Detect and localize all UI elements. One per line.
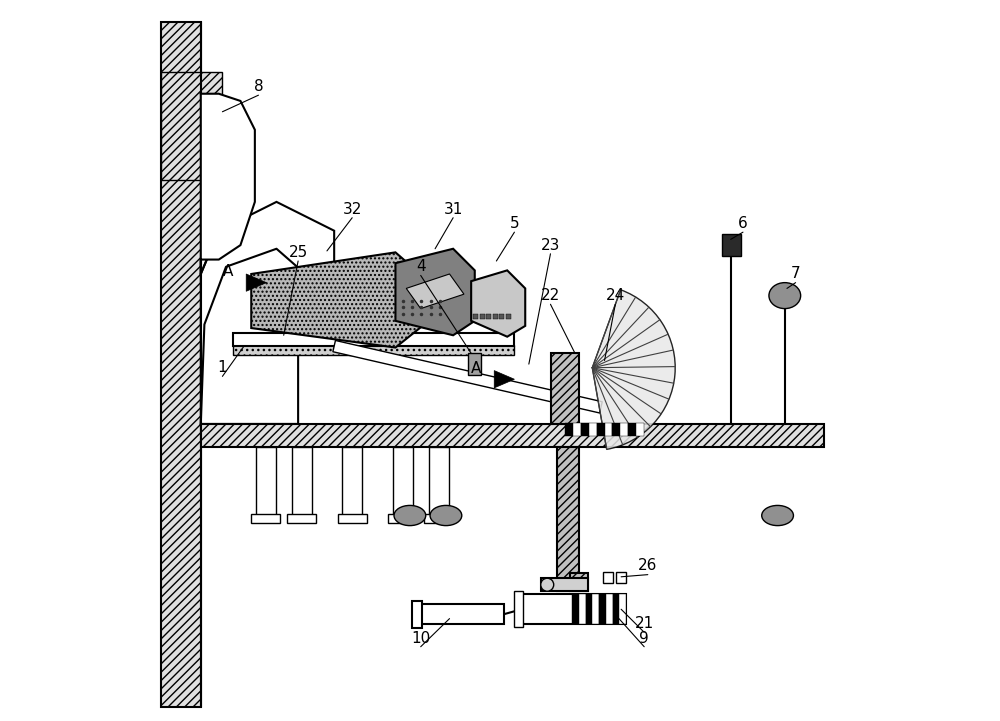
Bar	[620, 423, 628, 436]
Bar	[514, 591, 523, 627]
Bar	[161, 22, 201, 707]
Text: 7: 7	[791, 267, 800, 281]
Bar	[468, 353, 481, 375]
Bar	[201, 424, 824, 447]
Bar	[722, 234, 741, 256]
Bar	[589, 423, 597, 436]
Bar	[486, 314, 491, 319]
Text: 10: 10	[411, 631, 430, 645]
Text: 1: 1	[218, 360, 227, 375]
Text: 9: 9	[639, 631, 649, 645]
Bar	[579, 594, 586, 624]
Polygon shape	[471, 270, 525, 337]
Bar	[628, 423, 636, 436]
Bar	[493, 314, 498, 319]
Polygon shape	[395, 249, 475, 335]
Bar	[287, 514, 316, 523]
Bar	[161, 72, 222, 180]
Text: 24: 24	[606, 288, 625, 303]
Text: 26: 26	[638, 559, 657, 573]
Bar	[557, 447, 579, 591]
Bar	[388, 514, 417, 523]
Text: 31: 31	[443, 202, 463, 216]
Bar	[603, 572, 613, 583]
Bar	[597, 423, 605, 436]
Bar	[616, 572, 626, 583]
Text: 25: 25	[288, 245, 308, 260]
Bar	[573, 423, 581, 436]
Bar	[605, 423, 612, 436]
Bar	[233, 345, 514, 355]
Ellipse shape	[430, 505, 462, 526]
Ellipse shape	[769, 283, 801, 309]
Text: 6: 6	[738, 216, 748, 231]
Text: 21: 21	[635, 616, 654, 631]
Text: 22: 22	[541, 288, 560, 303]
Polygon shape	[201, 202, 334, 424]
Bar	[499, 314, 504, 319]
Bar	[473, 314, 478, 319]
Bar	[256, 447, 276, 516]
Ellipse shape	[394, 505, 426, 526]
Bar	[551, 353, 579, 424]
Bar	[393, 447, 413, 516]
Bar	[522, 594, 626, 624]
Bar	[599, 594, 606, 624]
Bar	[619, 594, 626, 624]
Bar	[606, 594, 613, 624]
Polygon shape	[201, 94, 255, 274]
Polygon shape	[251, 252, 424, 348]
Polygon shape	[406, 274, 464, 309]
Text: 23: 23	[541, 238, 560, 252]
Bar	[613, 594, 619, 624]
Bar	[480, 314, 485, 319]
Bar	[572, 594, 579, 624]
Text: 4: 4	[416, 260, 426, 274]
Bar	[338, 514, 367, 523]
Bar	[429, 447, 449, 516]
Text: A: A	[471, 360, 481, 376]
Text: 8: 8	[254, 79, 263, 94]
Bar	[612, 423, 620, 436]
Wedge shape	[592, 290, 675, 449]
Bar	[506, 314, 511, 319]
Bar	[412, 601, 422, 628]
Bar	[636, 423, 644, 436]
Bar	[592, 594, 599, 624]
Ellipse shape	[762, 505, 793, 526]
Bar	[586, 594, 592, 624]
Polygon shape	[494, 371, 514, 388]
Bar	[541, 578, 588, 591]
Bar	[581, 423, 589, 436]
Bar	[565, 423, 573, 436]
Polygon shape	[246, 274, 266, 291]
Bar	[251, 514, 280, 523]
Bar	[233, 333, 514, 346]
Bar	[342, 447, 362, 516]
Ellipse shape	[541, 578, 554, 591]
Bar	[570, 573, 588, 591]
Text: A: A	[223, 264, 233, 279]
Text: 5: 5	[510, 216, 519, 231]
Bar	[421, 604, 504, 624]
Text: 32: 32	[343, 202, 362, 216]
Bar	[292, 447, 312, 516]
Bar	[424, 514, 453, 523]
Polygon shape	[333, 340, 602, 413]
